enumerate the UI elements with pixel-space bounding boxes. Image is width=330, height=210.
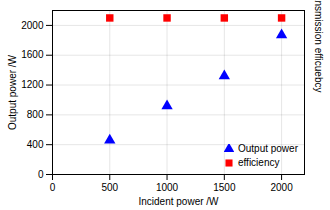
- svg-text:Transmission efficuebcy: Transmission efficuebcy: [313, 0, 324, 93]
- svg-text:1600: 1600: [21, 49, 44, 60]
- html-text:efficiency: efficiency: [238, 157, 280, 168]
- svg-text:1200: 1200: [21, 79, 44, 90]
- svg-text:500: 500: [101, 182, 118, 193]
- svg-text:400: 400: [27, 139, 44, 150]
- svg-text:2000: 2000: [21, 20, 44, 31]
- svg-text:Output power /W: Output power /W: [7, 54, 18, 130]
- svg-text:2000: 2000: [270, 182, 293, 193]
- html-text:Output power: Output power: [238, 143, 298, 154]
- svg-text:800: 800: [27, 109, 44, 120]
- svg-text:1500: 1500: [213, 182, 236, 193]
- svg-text:0: 0: [50, 182, 56, 193]
- svg-text:0: 0: [38, 169, 44, 180]
- svg-text:Incident power /W: Incident power /W: [138, 196, 219, 207]
- svg-text:1000: 1000: [156, 182, 179, 193]
